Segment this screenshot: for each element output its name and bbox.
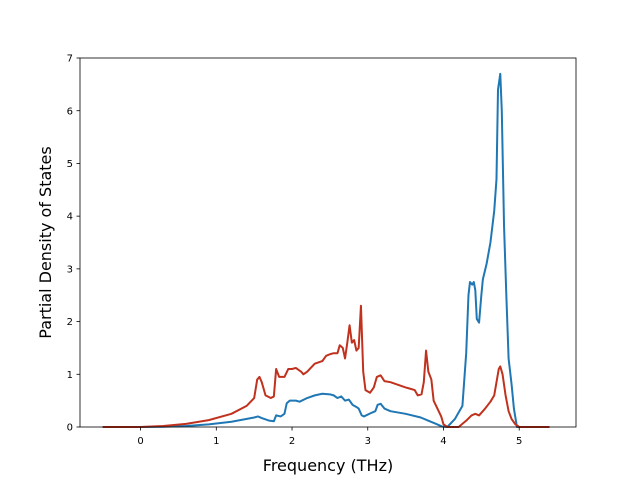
x-tick-label: 0	[137, 436, 143, 447]
y-tick-label: 7	[67, 54, 73, 65]
y-tick-label: 2	[67, 317, 73, 328]
y-tick-label: 5	[67, 159, 73, 170]
x-axis: 0 1 2 3 4 5	[137, 427, 522, 447]
x-tick-label: 4	[440, 436, 446, 447]
x-axis-title: Frequency (THz)	[263, 456, 393, 475]
plot-frame	[79, 57, 577, 428]
plot-area	[80, 58, 576, 427]
y-tick-label: 4	[67, 212, 73, 223]
y-tick-label: 0	[67, 423, 73, 434]
series-layer	[102, 72, 550, 428]
x-tick-label: 5	[516, 436, 522, 447]
y-axis: 0 1 2 3 4 5 6 7	[67, 54, 80, 434]
series-line-1	[102, 72, 550, 428]
y-axis-title: Partial Density of States	[36, 146, 55, 338]
series-line-2	[102, 304, 550, 428]
y-tick-label: 1	[67, 370, 73, 381]
x-tick-label: 3	[365, 436, 371, 447]
x-tick-label: 2	[289, 436, 295, 447]
y-tick-label: 6	[67, 106, 73, 117]
y-tick-label: 3	[67, 264, 73, 275]
x-tick-label: 1	[213, 436, 219, 447]
